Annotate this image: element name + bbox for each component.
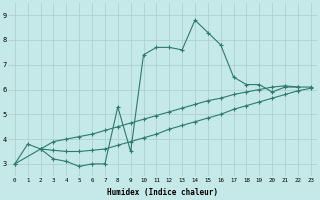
X-axis label: Humidex (Indice chaleur): Humidex (Indice chaleur) <box>107 188 218 197</box>
